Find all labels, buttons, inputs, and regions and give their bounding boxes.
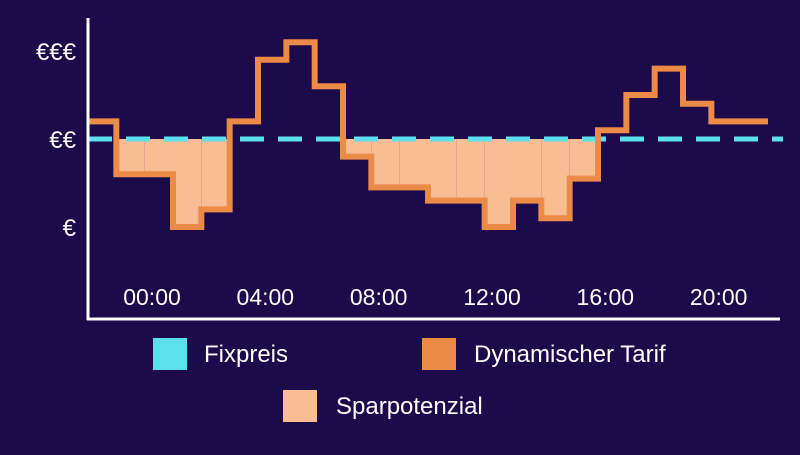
savings-area-segment <box>456 139 485 201</box>
savings-area-segment <box>343 139 372 157</box>
legend-swatch <box>153 338 187 370</box>
legend-swatch <box>283 390 317 422</box>
x-tick-label: 16:00 <box>577 284 635 310</box>
dynamic-tariff-line <box>88 39 768 230</box>
legend-item-dynamischer-tarif: Dynamischer Tarif <box>422 338 666 370</box>
savings-area-segment <box>144 139 173 175</box>
x-tick-label: 20:00 <box>690 284 748 310</box>
y-tick-label: €€ <box>49 127 76 154</box>
y-tick-label: €€€ <box>36 39 77 66</box>
savings-area-segment <box>569 139 598 179</box>
x-tick-label: 12:00 <box>463 284 521 310</box>
legend-label: Sparpotenzial <box>336 393 483 420</box>
savings-area-segment <box>541 139 570 219</box>
x-tick-label: 04:00 <box>237 284 295 310</box>
savings-area-segment <box>484 139 513 227</box>
savings-area-segment <box>116 139 145 175</box>
y-tick-label: € <box>63 215 77 242</box>
savings-area-segment <box>173 139 202 227</box>
legend-label: Fixpreis <box>204 341 288 368</box>
savings-area-segment <box>399 139 428 188</box>
legend-label: Dynamischer Tarif <box>474 341 666 368</box>
savings-area-segment <box>371 139 400 188</box>
x-tick-label: 00:00 <box>123 284 181 310</box>
savings-area-segment <box>428 139 457 201</box>
legend-item-fixpreis: Fixpreis <box>153 338 288 370</box>
legend-item-sparpotenzial: Sparpotenzial <box>283 390 483 422</box>
savings-area-segment <box>201 139 230 210</box>
savings-area-segment <box>513 139 542 201</box>
legend-swatch <box>422 338 456 370</box>
x-tick-label: 08:00 <box>350 284 408 310</box>
